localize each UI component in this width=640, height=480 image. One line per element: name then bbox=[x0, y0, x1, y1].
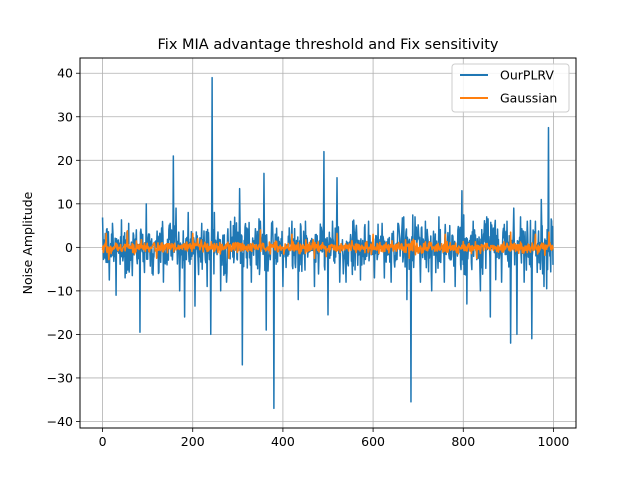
series-layer bbox=[101, 76, 554, 410]
x-tick-label: 600 bbox=[361, 434, 385, 449]
y-tick-label: −40 bbox=[47, 414, 73, 429]
legend-label-ourplrv: OurPLRV bbox=[500, 68, 554, 83]
x-tick-label: 800 bbox=[451, 434, 475, 449]
series-line-gaussian bbox=[101, 229, 554, 261]
y-tick-label: −20 bbox=[47, 327, 73, 342]
x-tick-label: 200 bbox=[181, 434, 205, 449]
y-tick-label: 40 bbox=[57, 66, 73, 81]
plot-area: 0 200 400 600 800 1000 −40 −30 −20 −10 0 10 20 30 40 bbox=[47, 57, 577, 449]
chart-title: Fix MIA advantage threshold and Fix sens… bbox=[158, 37, 499, 53]
series-line-ourplrv bbox=[101, 76, 554, 410]
y-axis-label: Noise Amplitude bbox=[20, 191, 35, 294]
y-tick-label: 30 bbox=[57, 109, 73, 124]
y-tick-label: 0 bbox=[65, 240, 73, 255]
x-tick-label: 0 bbox=[99, 434, 107, 449]
x-axis: 0 200 400 600 800 1000 bbox=[99, 428, 570, 449]
y-tick-label: 20 bbox=[57, 153, 73, 168]
y-tick-label: 10 bbox=[57, 196, 73, 211]
legend: OurPLRV Gaussian bbox=[451, 63, 570, 113]
y-axis: −40 −30 −20 −10 0 10 20 30 40 bbox=[47, 66, 80, 429]
legend-label-gaussian: Gaussian bbox=[500, 91, 557, 106]
x-tick-label: 1000 bbox=[538, 434, 570, 449]
y-tick-label: −30 bbox=[47, 370, 73, 385]
y-tick-label: −10 bbox=[47, 283, 73, 298]
axes-frame bbox=[79, 57, 577, 429]
x-tick-label: 400 bbox=[271, 434, 295, 449]
